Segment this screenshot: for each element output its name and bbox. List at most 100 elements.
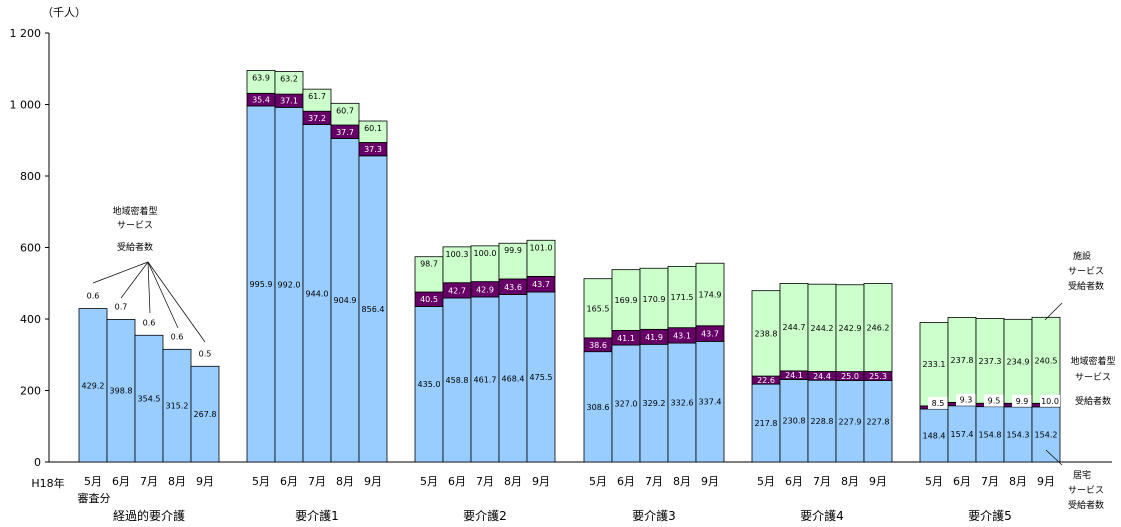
x-month-label: 5月 — [84, 475, 102, 488]
group-label: 要介護4 — [800, 508, 844, 523]
x-month-label: 5月 — [757, 475, 775, 488]
note-right-shisetsu-2: サービス — [1068, 266, 1104, 277]
value-label-shisetsu: 237.8 — [951, 356, 974, 365]
value-label-chiiki: 0.6 — [143, 318, 156, 327]
value-label-chiiki: 8.5 — [932, 399, 945, 408]
value-label-kyotaku: 227.9 — [839, 417, 862, 426]
bar-shisetsu — [330, 102, 360, 126]
value-label-chiiki: 40.5 — [420, 295, 438, 304]
bar-kyotaku — [246, 105, 276, 463]
value-label-kyotaku: 154.3 — [1007, 430, 1030, 439]
x-month-label: 9月 — [532, 475, 550, 488]
value-label-box — [928, 396, 948, 409]
bar-shisetsu — [807, 283, 837, 372]
group-label: 要介護1 — [295, 508, 339, 523]
value-label-shisetsu: 100.3 — [446, 250, 469, 259]
value-label-kyotaku: 267.8 — [194, 410, 217, 419]
y-unit-label: （千人） — [42, 6, 86, 19]
y-tick-label: 800 — [20, 170, 41, 183]
x-month-label: 6月 — [953, 475, 971, 488]
bar-kyotaku — [919, 408, 949, 463]
note-right-chiiki-2: サービス — [1075, 372, 1111, 383]
note-leader-line — [1045, 449, 1063, 466]
x-month-label: 9月 — [196, 475, 214, 488]
value-label-chiiki: 25.0 — [841, 372, 859, 381]
value-label-shisetsu: 170.9 — [643, 295, 666, 304]
note-leader-line — [92, 261, 149, 284]
bar-shisetsu — [414, 256, 444, 293]
bar-shisetsu — [358, 120, 388, 143]
value-label-chiiki: 9.9 — [1016, 397, 1029, 406]
value-label-kyotaku: 468.4 — [502, 374, 525, 383]
value-label-kyotaku: 329.2 — [643, 399, 666, 408]
x-month-label: 5月 — [420, 475, 438, 488]
bar-shisetsu — [779, 282, 809, 372]
x-month-label: 5月 — [589, 475, 607, 488]
y-tick-label: 0 — [34, 456, 41, 469]
value-label-shisetsu: 101.0 — [530, 243, 553, 252]
y-tick-label: 200 — [20, 385, 41, 398]
value-label-kyotaku: 429.2 — [82, 381, 105, 390]
value-label-kyotaku: 995.9 — [250, 280, 273, 289]
value-label-shisetsu: 238.8 — [755, 329, 778, 338]
value-label-kyotaku: 154.8 — [979, 430, 1002, 439]
x-month-label: 6月 — [112, 475, 130, 488]
x-month-label: 9月 — [1037, 475, 1055, 488]
bar-kyotaku — [863, 380, 893, 463]
value-label-chiiki: 43.7 — [701, 330, 719, 339]
value-label-shisetsu: 174.9 — [699, 290, 722, 299]
bar-kyotaku — [442, 297, 472, 463]
value-label-chiiki: 41.1 — [617, 334, 635, 343]
value-label-shisetsu: 244.2 — [811, 324, 834, 333]
value-label-chiiki: 24.4 — [813, 372, 831, 381]
note-right-chiiki-1: 地域密着型 — [1070, 355, 1115, 367]
value-label-chiiki: 0.6 — [171, 332, 184, 341]
bar-kyotaku — [1031, 406, 1061, 463]
value-label-shisetsu: 233.1 — [923, 360, 946, 369]
bar-shisetsu — [498, 242, 528, 280]
value-label-kyotaku: 230.8 — [783, 417, 806, 426]
bar-kyotaku — [667, 342, 697, 463]
group-label: 経過的要介護 — [113, 508, 185, 523]
bar-shisetsu — [639, 267, 669, 330]
value-label-kyotaku: 332.6 — [671, 399, 694, 408]
bar-kyotaku — [106, 319, 136, 463]
note-leader-line — [147, 261, 206, 343]
x-axis-prefix-year: H18年 — [31, 476, 64, 490]
group-label: 要介護2 — [463, 508, 507, 523]
value-label-kyotaku: 308.6 — [587, 403, 610, 412]
y-tick-label: 1 200 — [10, 27, 42, 40]
value-label-chiiki: 37.1 — [280, 97, 298, 106]
bar-shisetsu — [751, 290, 781, 377]
x-month-label: 7月 — [813, 475, 831, 488]
value-label-box — [984, 394, 1004, 407]
x-month-label: 7月 — [645, 475, 663, 488]
value-label-box — [1040, 394, 1060, 407]
bar-shisetsu — [863, 283, 893, 372]
value-label-shisetsu: 63.2 — [280, 75, 298, 84]
value-label-shisetsu: 169.9 — [615, 296, 638, 305]
bar-shisetsu — [442, 246, 472, 284]
bar-shisetsu — [583, 278, 613, 339]
note-leader-line — [120, 261, 149, 299]
x-month-label: 7月 — [308, 475, 326, 488]
value-label-chiiki: 24.1 — [785, 371, 803, 380]
bar-kyotaku — [358, 155, 388, 463]
note-leader-line — [147, 261, 179, 329]
value-label-shisetsu: 61.7 — [308, 92, 326, 101]
x-month-label: 8月 — [504, 475, 522, 488]
value-label-kyotaku: 992.0 — [278, 281, 301, 290]
note-right-kyotaku-2: サービス — [1068, 485, 1104, 496]
value-label-kyotaku: 354.5 — [138, 395, 161, 404]
x-month-label: 9月 — [364, 475, 382, 488]
bar-kyotaku — [583, 351, 613, 463]
note-right-shisetsu-3: 受給者数 — [1068, 280, 1104, 292]
y-tick-label: 1 000 — [10, 99, 42, 112]
value-label-kyotaku: 157.4 — [951, 430, 974, 439]
bar-kyotaku — [134, 334, 164, 463]
bar-kyotaku — [947, 405, 977, 463]
bar-kyotaku — [835, 380, 865, 463]
bar-shisetsu — [975, 318, 1005, 404]
bar-shisetsu — [274, 71, 304, 95]
